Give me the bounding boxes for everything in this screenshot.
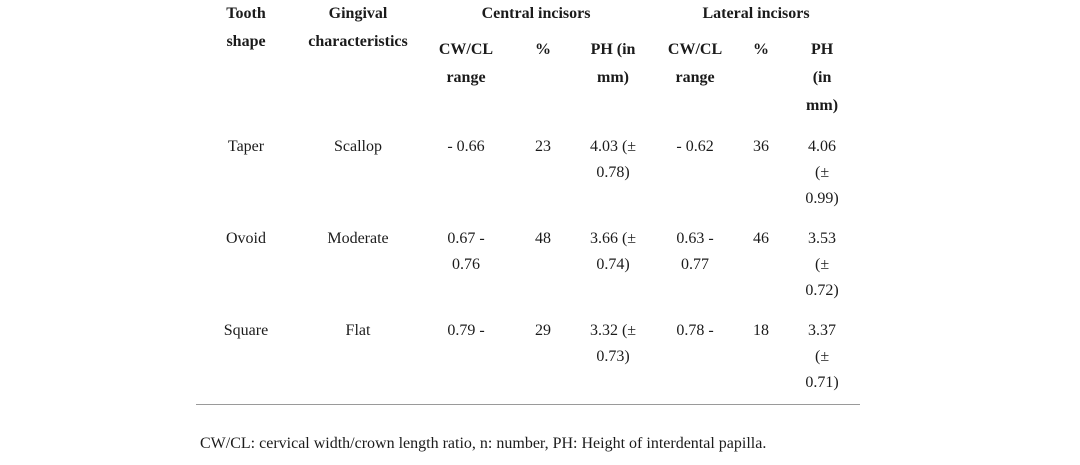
cell-central-cwcl: - 0.66 — [447, 138, 485, 155]
cell-lateral-ph: 3.37 (± 0.71) — [784, 304, 861, 405]
cell-lateral-cwcl: - 0.62 — [676, 138, 714, 155]
cell-central-ph: 3.66 (± 0.74) — [589, 230, 637, 273]
cell-central-cwcl: 0.79 - — [420, 304, 512, 405]
cell-tooth-shape: Taper — [227, 138, 265, 155]
header-central-cwcl-range: CW/CL range — [438, 41, 494, 86]
cell-tooth-shape: Square — [196, 304, 296, 405]
cell-lateral-cwcl: 0.63 - 0.77 — [676, 230, 714, 273]
table-group-header-row: Tooth shape Gingival characteristics Cen… — [196, 0, 860, 50]
cell-gingival: Flat — [296, 304, 420, 405]
header-central-ph: PH (in mm) — [590, 41, 636, 86]
cell-lateral-ph: 3.53 (± 0.72) — [805, 230, 839, 299]
header-tooth-shape: Tooth shape — [226, 5, 266, 50]
cell-lateral-cwcl: 0.78 - — [652, 304, 739, 405]
header-lateral-cwcl-range: CW/CL range — [667, 41, 723, 86]
table-row-ovoid: Ovoid Moderate 0.67 - 0.76 48 3.66 (± 0.… — [196, 212, 860, 304]
table-footnote: CW/CL: cervical width/crown length ratio… — [200, 435, 767, 452]
cell-lateral-percent: 18 — [738, 304, 785, 405]
cell-gingival: Scallop — [334, 138, 382, 155]
header-lateral-incisors: Lateral incisors — [702, 5, 810, 22]
table-sub-header-row: CW/CL range % PH (in mm) CW/CL range % P… — [196, 36, 860, 120]
table-row-taper: Taper Scallop - 0.66 23 4.03 (± 0.78) - … — [196, 120, 860, 212]
table-row-square: Square Flat 0.79 - 29 3.32 (± 0.73) 0.78… — [196, 304, 861, 405]
cell-lateral-ph: 4.06 (± 0.99) — [805, 138, 839, 207]
cell-central-percent: 29 — [512, 304, 574, 405]
cell-central-ph: 4.03 (± 0.78) — [589, 138, 637, 181]
cell-central-percent: 23 — [535, 138, 551, 155]
header-lateral-ph: PH (in mm) — [806, 41, 839, 114]
header-lateral-percent: % — [753, 41, 770, 58]
cell-central-ph: 3.32 (± 0.73) — [574, 304, 653, 405]
header-gingival-characteristics: Gingival characteristics — [308, 5, 408, 50]
cell-gingival: Moderate — [327, 230, 389, 247]
cell-lateral-percent: 46 — [753, 230, 770, 247]
header-central-percent: % — [535, 41, 551, 58]
cell-lateral-percent: 36 — [753, 138, 770, 155]
cell-central-percent: 48 — [535, 230, 551, 247]
cell-central-cwcl: 0.67 - 0.76 — [447, 230, 485, 273]
header-central-incisors: Central incisors — [481, 5, 591, 22]
incisor-measurements-table: Tooth shape Gingival characteristics Cen… — [196, 0, 861, 405]
cell-tooth-shape: Ovoid — [226, 230, 266, 247]
